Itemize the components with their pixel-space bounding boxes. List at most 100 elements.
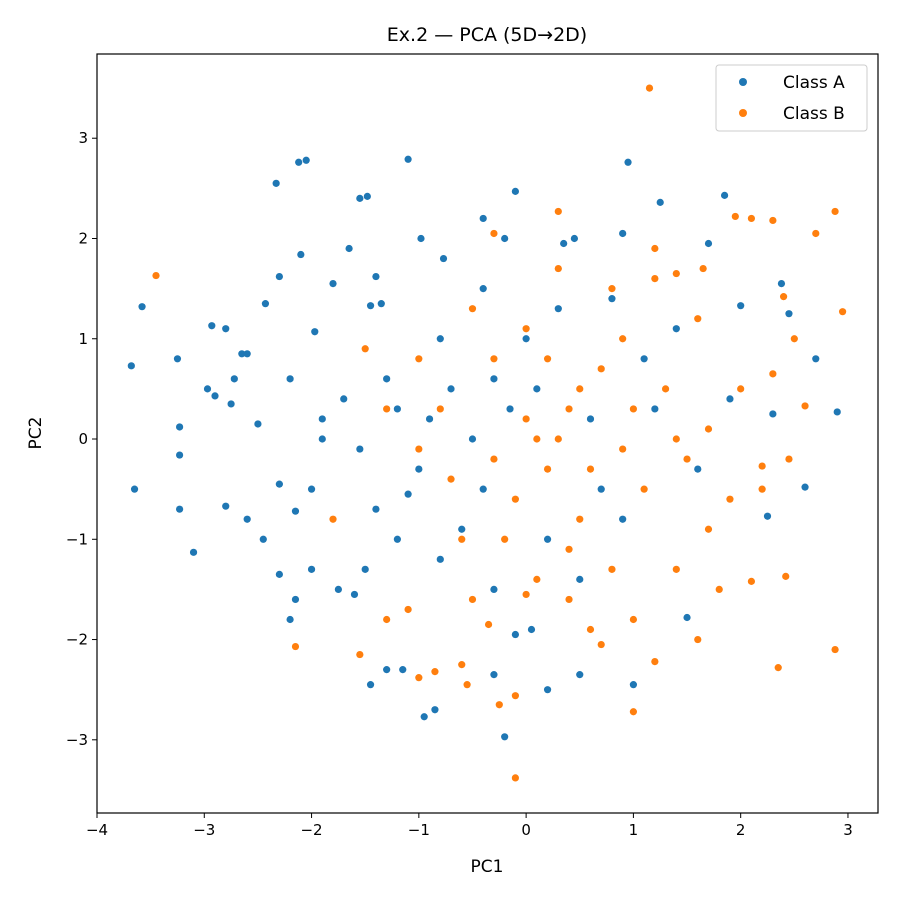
point-class-b [490, 229, 498, 238]
point-class-b [737, 385, 745, 393]
point-class-a [431, 706, 439, 714]
point-class-a [261, 300, 270, 308]
point-class-a [447, 385, 455, 393]
point-class-a [291, 595, 300, 604]
point-class-b [608, 565, 616, 573]
point-class-a [275, 570, 283, 578]
point-class-a [272, 179, 280, 187]
point-class-a [683, 613, 691, 622]
point-class-b [651, 658, 659, 666]
point-class-b [576, 385, 584, 393]
point-class-a [576, 575, 584, 583]
point-class-b [651, 244, 659, 253]
point-class-a [656, 198, 664, 206]
point-class-a [415, 465, 423, 473]
point-class-b [779, 293, 788, 301]
point-class-a [372, 505, 380, 513]
point-class-b [651, 274, 659, 283]
point-class-a [527, 625, 536, 634]
x-tick-label: −2 [300, 821, 322, 839]
point-class-a [763, 512, 772, 520]
point-class-b [576, 515, 584, 523]
point-class-b [774, 664, 782, 672]
point-class-b [511, 692, 519, 700]
y-tick-label: 2 [78, 229, 88, 247]
point-class-a [619, 229, 627, 238]
point-class-a [506, 405, 514, 413]
point-class-b [291, 642, 300, 651]
point-class-a [812, 355, 820, 363]
x-axis: −4 −3 −2 −1 0 1 2 3 [86, 813, 853, 839]
point-class-a [737, 302, 745, 310]
point-class-a [399, 666, 407, 674]
point-class-a [490, 585, 498, 594]
point-class-a [361, 565, 369, 573]
point-class-a [490, 671, 498, 679]
point-class-a [243, 350, 251, 358]
point-class-a [576, 671, 584, 679]
point-class-a [501, 733, 509, 741]
point-class-a [704, 239, 713, 248]
point-class-b [731, 212, 739, 221]
point-class-b [683, 455, 691, 463]
point-class-a [501, 234, 509, 243]
point-class-b [645, 84, 654, 92]
point-class-b [361, 345, 369, 353]
point-class-a [318, 435, 326, 443]
point-class-a [404, 490, 412, 498]
point-class-a [173, 355, 182, 363]
point-class-a [222, 325, 230, 333]
point-class-a [176, 451, 184, 459]
point-class-a [458, 525, 466, 533]
point-class-a [672, 325, 680, 333]
point-class-a [372, 272, 380, 281]
x-tick-label: −3 [193, 821, 215, 839]
y-tick-label: 3 [78, 129, 88, 147]
x-tick-label: 2 [736, 821, 746, 839]
point-class-a [543, 535, 552, 543]
point-class-a [340, 395, 348, 403]
point-class-b [769, 370, 777, 378]
point-class-b [554, 435, 562, 443]
point-class-a [211, 392, 219, 400]
point-class-b [565, 595, 573, 604]
point-class-a [554, 305, 562, 313]
point-class-a [302, 156, 310, 164]
point-class-b [629, 615, 638, 624]
point-class-a [208, 322, 216, 330]
point-class-b [495, 701, 503, 709]
chart-title: Ex.2 — PCA (5D→2D) [387, 24, 587, 46]
point-class-b [801, 402, 809, 410]
point-class-b [758, 462, 766, 470]
point-class-b [458, 535, 466, 543]
point-class-a [189, 548, 198, 556]
point-class-a [350, 590, 359, 599]
point-class-b [152, 271, 160, 280]
point-class-a [720, 191, 729, 199]
point-class-a [334, 585, 342, 594]
point-class-a [560, 239, 568, 248]
point-class-b [543, 355, 552, 363]
point-class-b [619, 335, 627, 343]
point-class-a [356, 445, 364, 453]
point-class-a [275, 272, 283, 281]
point-class-b [447, 475, 455, 483]
point-class-b [629, 708, 638, 716]
legend: Class A Class B [715, 64, 868, 132]
point-class-a [176, 423, 184, 431]
point-class-a [833, 408, 841, 416]
point-class-a [694, 465, 702, 473]
y-axis-label: PC2 [26, 417, 46, 450]
point-class-a [570, 234, 578, 243]
point-class-b [533, 435, 541, 443]
point-class-a [307, 485, 316, 493]
point-class-b [565, 405, 573, 413]
point-class-a [329, 280, 337, 288]
point-class-a [222, 502, 230, 510]
point-class-a [130, 485, 139, 493]
point-class-a [624, 158, 632, 166]
point-class-b [586, 465, 595, 473]
x-tick-label: 3 [843, 821, 853, 839]
point-class-a [490, 375, 498, 383]
